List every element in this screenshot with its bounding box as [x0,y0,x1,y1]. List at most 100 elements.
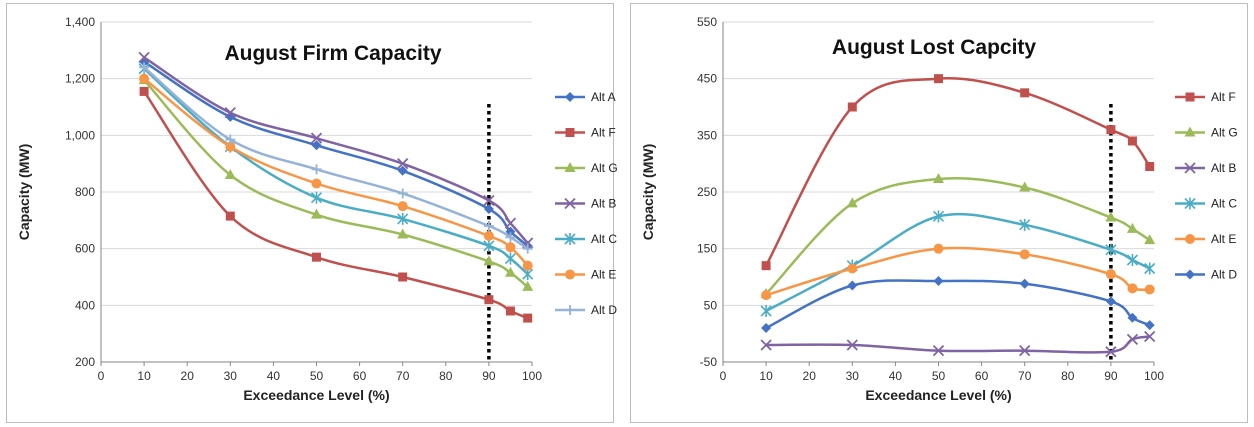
data-point [761,290,772,301]
x-tick-label: 20 [181,369,195,383]
data-point [484,295,494,305]
data-point [483,204,494,214]
x-tick-label: 30 [224,369,238,383]
x-tick-label: 0 [720,369,727,383]
data-point [225,141,236,152]
data-point [1019,345,1031,357]
y-axis-title: Capacity (MW) [640,144,656,240]
legend-label: Alt A [591,90,616,104]
data-point [934,74,943,84]
data-point [847,102,857,112]
legend-marker [565,92,575,102]
data-point [398,272,408,282]
data-point [1019,181,1031,192]
x-tick-label: 20 [803,369,817,383]
chart-title: August Firm Capacity [224,42,441,65]
legend-label: Alt E [1211,232,1236,246]
y-tick-label: 400 [75,298,95,312]
data-point [224,169,236,179]
x-tick-label: 50 [310,369,324,383]
x-tick-label: 60 [353,369,367,383]
data-point [522,280,534,291]
series-line [765,77,1151,267]
data-point [225,211,235,221]
data-point [1144,330,1156,343]
x-tick-label: 40 [889,369,903,383]
legend-marker [1184,162,1196,174]
legend-label: Alt D [1211,268,1237,282]
series-line [765,246,1150,297]
chart-panel-firm-capacity: 200 400 600 800 1,000 1,200 1,400 0 10 20 30 40 50 60… [6,3,618,423]
legend-marker [564,233,576,245]
y-tick-label: 250 [697,185,717,199]
legend-marker [564,162,576,172]
data-point [522,243,533,254]
data-point [397,228,409,239]
data-point [761,323,772,333]
data-point [933,275,944,286]
data-point [522,260,533,271]
data-point [504,266,516,277]
data-point [139,73,150,84]
x-axis-title: Exceedance Level (%) [865,387,1011,403]
legend-label: Alt G [1211,126,1238,140]
data-point [1019,218,1031,231]
chart-panel-lost-capacity: -50 50 150 250 350 450 550 0 10 20 30 40 50 60 70 80 90 1… [630,3,1248,423]
x-tick-label: 10 [137,369,151,383]
data-point [138,51,150,64]
legend-marker [565,269,575,280]
y-tick-label: 1,000 [65,128,95,142]
series-line [765,279,1151,330]
data-point [846,197,858,208]
legend-label: Alt D [591,303,617,317]
data-point [1144,234,1156,245]
data-point [1126,222,1138,233]
data-point [312,252,321,262]
data-point [397,212,409,225]
legend-label: Alt C [1211,197,1237,211]
data-point [311,178,322,189]
legend-marker [565,305,575,315]
data-point [397,188,408,199]
data-point [1126,254,1139,266]
data-point [1019,249,1030,260]
data-point [483,255,495,266]
data-point [847,263,858,274]
legend-marker [1185,269,1195,280]
data-point [1105,269,1116,280]
data-point [1144,262,1156,275]
firm-capacity-chart: 200 400 600 800 1,000 1,200 1,400 0 10 20 30 40 50 60… [16,15,618,403]
data-point [483,230,494,241]
data-point [483,239,495,252]
data-point [1144,320,1155,331]
data-point [225,134,236,145]
data-point [1106,125,1116,135]
legend-marker [565,128,575,137]
y-tick-label: 350 [697,128,717,142]
x-axis-title: Exceedance Level (%) [243,387,389,403]
legend-label: Alt F [1211,90,1236,104]
data-point [1145,162,1155,171]
data-point [1105,346,1117,358]
y-tick-label: 1,200 [65,72,95,86]
data-point [311,208,322,219]
x-tick-label: 30 [846,369,860,383]
data-point [310,191,323,204]
data-point [505,306,515,316]
x-tick-label: 50 [932,369,946,383]
data-point [504,217,517,229]
data-point [311,164,322,175]
x-tick-label: 90 [482,369,496,383]
y-tick-label: 550 [697,15,717,29]
y-tick-label: 200 [75,355,95,369]
data-point [933,172,944,183]
data-point [932,210,945,223]
legend-label: Alt E [591,268,616,282]
data-point [139,62,150,73]
data-point [505,226,516,237]
y-tick-label: 150 [697,242,717,256]
data-point [1105,211,1117,222]
data-point [483,221,494,231]
y-tick-label: 800 [75,185,95,199]
legend-marker [1184,126,1196,137]
